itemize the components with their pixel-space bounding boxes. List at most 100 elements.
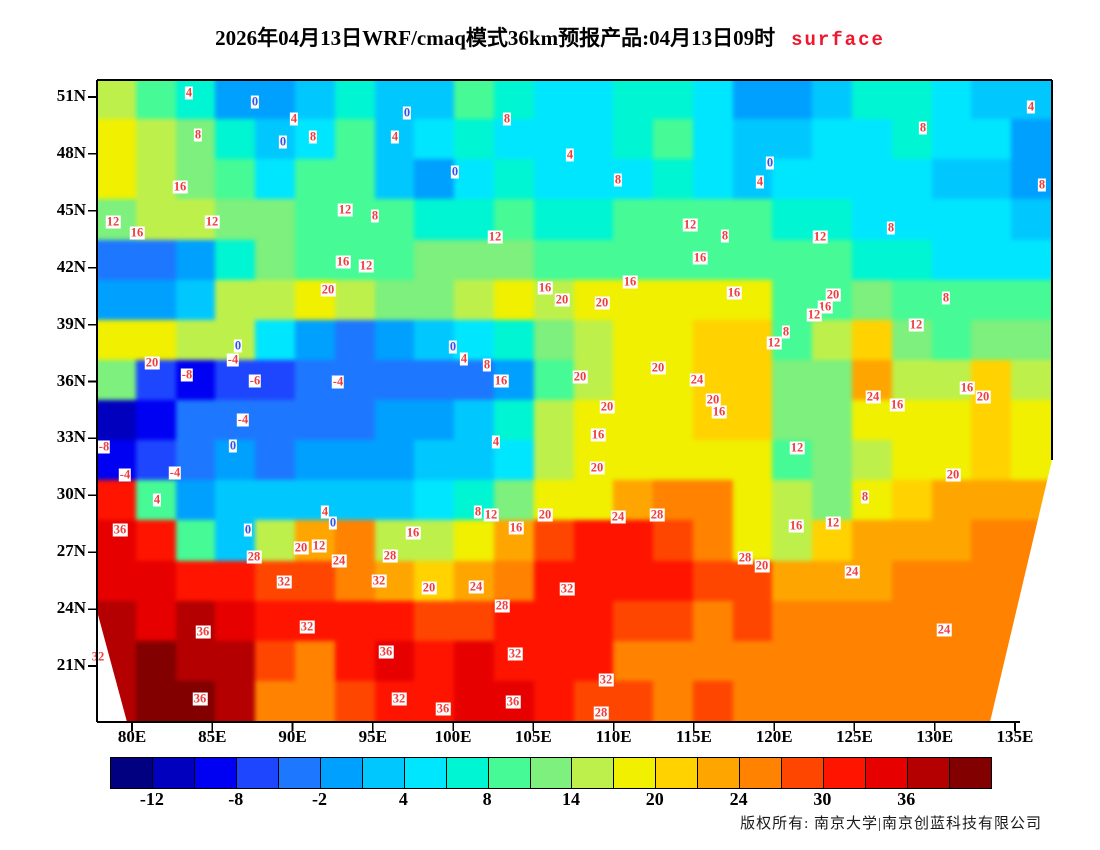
lon-tick-label: 125E: [836, 727, 873, 746]
contour-label: 12: [337, 202, 353, 217]
field-cell: [175, 319, 218, 362]
field-cell: [414, 400, 457, 443]
field-cell: [852, 640, 894, 683]
contour-label: 20: [144, 355, 160, 370]
field-cell: [971, 319, 1014, 362]
field-cell: [215, 199, 258, 242]
map-clip-region: [97, 80, 1052, 722]
contour-label: -4: [118, 467, 132, 482]
field-cell: [255, 279, 297, 322]
field-cell: [215, 119, 258, 162]
field-cell: [613, 440, 656, 483]
field-cell: [175, 560, 218, 603]
field-cell: [653, 640, 695, 683]
field-cell: [613, 80, 656, 122]
contour-label: 20: [650, 360, 666, 375]
contour-label: 0: [328, 515, 338, 530]
field-cell: [493, 440, 536, 483]
field-cell: [294, 480, 337, 523]
field-cell: [374, 239, 417, 282]
contour-label: 12: [789, 440, 805, 455]
field-cell: [454, 600, 496, 643]
contour-label: -8: [97, 439, 111, 454]
field-cell: [891, 359, 934, 402]
field-cell: [971, 239, 1014, 282]
field-cell: [533, 520, 576, 563]
field-cell: [732, 359, 775, 402]
contour-label: 0: [250, 94, 260, 109]
contour-label: 8: [613, 172, 623, 187]
contour-label: 20: [589, 460, 605, 475]
field-cell: [334, 279, 377, 322]
field-cell: [692, 520, 735, 563]
field-cell: [573, 560, 616, 603]
field-cell: [732, 119, 775, 162]
field-cell: [97, 560, 138, 603]
field-cell: [97, 600, 138, 643]
field-cell: [971, 199, 1014, 242]
lat-tick-label: 21N: [56, 655, 86, 674]
field-cell: [653, 279, 695, 322]
contour-label: 8: [720, 228, 730, 243]
contour-label: 0: [402, 105, 412, 120]
field-cell: [215, 279, 258, 322]
field-cell: [294, 400, 337, 443]
contour-label: 0: [448, 339, 458, 354]
contour-label-layer: 4 0 4 8 8 0 0 4 16 12 12 16 12 8 16 12 0 8 4 8 0 4 4 8 8 8 12 12 8 12…: [90, 80, 1052, 722]
field-cell: [891, 199, 934, 242]
field-cell: [294, 159, 337, 202]
contour-label: 20: [754, 558, 770, 573]
field-cell: [374, 400, 417, 443]
lon-tick-label: 100E: [434, 727, 472, 746]
colorbar-segment: [782, 758, 825, 788]
field-cell: [334, 640, 377, 683]
field-cell: [493, 400, 536, 443]
field-cell: [294, 199, 337, 242]
colorbar-segment: [530, 758, 573, 788]
field-cell: [692, 319, 735, 362]
field-cell: [255, 440, 297, 483]
lat-tick-label: 24N: [56, 598, 86, 618]
contour-label: 4: [491, 434, 501, 449]
field-cell: [931, 239, 974, 282]
field-cell: [812, 440, 855, 483]
contour-label: 20: [594, 295, 610, 310]
field-cell: [891, 680, 934, 722]
colorbar-tick-label: 36: [897, 789, 916, 809]
field-cell: [692, 159, 735, 202]
field-cell: [613, 640, 656, 683]
contour-label: 20: [975, 389, 991, 404]
field-cell: [175, 279, 218, 322]
field-cell: [493, 480, 536, 523]
contour-label: 20: [705, 392, 721, 407]
field-cell: [414, 440, 457, 483]
lat-tick-label: 36N: [56, 370, 86, 390]
colorbar-segment: [824, 758, 867, 788]
contour-label: 32: [90, 649, 106, 664]
field-cell: [215, 480, 258, 523]
field-cell: [613, 319, 656, 362]
field-cell: [493, 319, 536, 362]
field-cell: [414, 199, 457, 242]
field-cell: [891, 560, 934, 603]
field-cell: [454, 239, 496, 282]
contour-label: 12: [105, 214, 121, 229]
colorbar: [110, 757, 992, 789]
field-cell: [613, 119, 656, 162]
contour-label: 4: [755, 174, 765, 189]
contour-label: 24: [865, 389, 881, 404]
field-cell: [653, 239, 695, 282]
colorbar-tick-label: -12: [139, 789, 164, 809]
contour-label: 4: [320, 504, 330, 519]
contour-label: 36: [378, 644, 394, 659]
field-cell: [135, 119, 178, 162]
contour-label: 20: [945, 467, 961, 482]
field-cell: [573, 480, 616, 523]
field-cell: [732, 239, 775, 282]
field-cell: [891, 239, 934, 282]
field-cell: [653, 319, 695, 362]
field-cell: [215, 159, 258, 202]
field-cell: [175, 480, 218, 523]
field-cell: [97, 119, 138, 162]
field-cell: [653, 600, 695, 643]
